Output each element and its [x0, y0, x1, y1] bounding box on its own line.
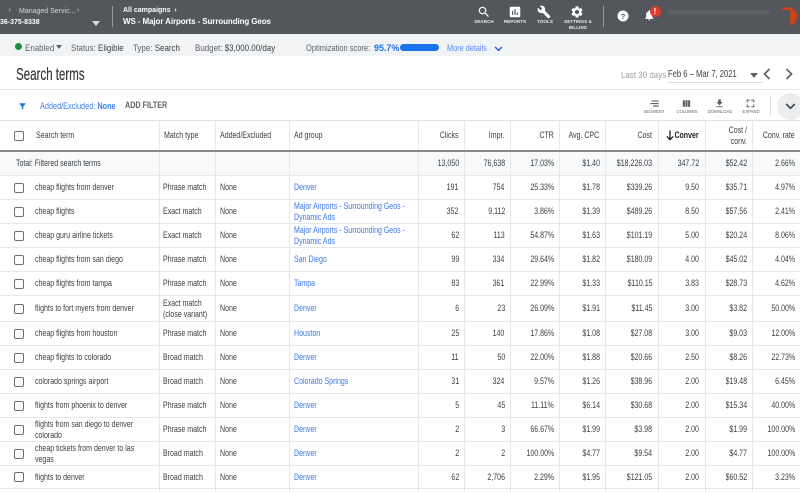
svg-text:?: ? [620, 12, 625, 21]
